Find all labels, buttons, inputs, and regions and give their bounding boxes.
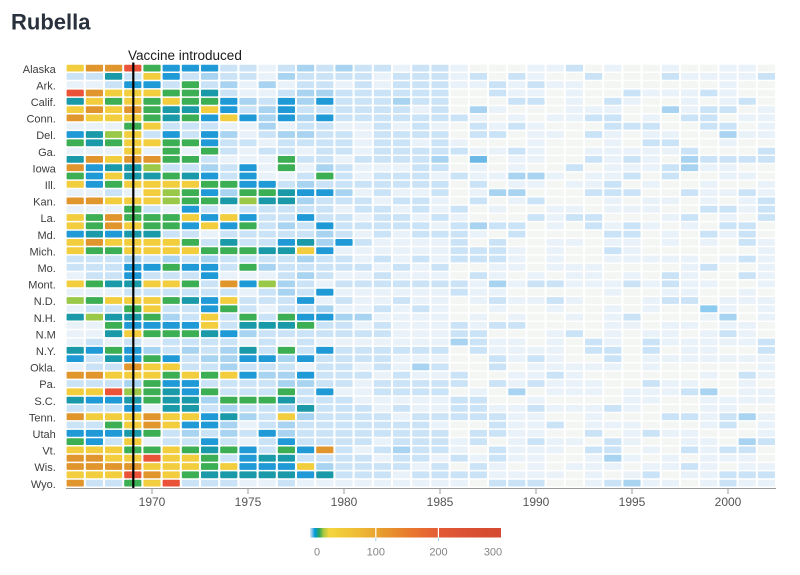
svg-text:Pa.: Pa. [39,379,56,391]
svg-text:N.H.: N.H. [34,313,56,325]
svg-text:Okla.: Okla. [30,363,56,375]
svg-text:N.Y.: N.Y. [36,346,56,358]
svg-text:Vt.: Vt. [42,446,55,458]
svg-text:Mich.: Mich. [30,246,56,258]
svg-text:Wis.: Wis. [34,462,55,474]
svg-text:100: 100 [367,547,385,559]
svg-text:Conn.: Conn. [26,114,55,126]
svg-text:N.M: N.M [36,329,56,341]
svg-text:Rubella: Rubella [11,10,91,35]
svg-text:300: 300 [484,547,502,559]
svg-text:Ill.: Ill. [45,180,56,192]
svg-text:La.: La. [41,213,56,225]
svg-text:Ark.: Ark. [36,80,56,92]
svg-text:1985: 1985 [427,495,454,509]
svg-text:1990: 1990 [523,495,550,509]
svg-text:Ga.: Ga. [38,147,56,159]
svg-text:1980: 1980 [331,495,358,509]
svg-text:Kan.: Kan. [33,197,56,209]
svg-text:1975: 1975 [235,495,262,509]
svg-text:N.D.: N.D. [34,296,56,308]
svg-text:Mo.: Mo. [37,263,55,275]
svg-text:Del.: Del. [36,130,56,142]
svg-text:2000: 2000 [715,495,742,509]
svg-text:S.C.: S.C. [34,396,55,408]
svg-text:1970: 1970 [139,495,166,509]
svg-text:Vaccine introduced: Vaccine introduced [128,48,242,63]
svg-text:Md.: Md. [37,230,55,242]
svg-text:Wyo.: Wyo. [31,479,56,491]
svg-text:1995: 1995 [619,495,646,509]
svg-text:Utah: Utah [33,429,56,441]
svg-text:Mont.: Mont. [28,280,56,292]
svg-text:0: 0 [314,547,320,559]
svg-text:200: 200 [429,547,447,559]
svg-text:Alaska: Alaska [23,64,57,76]
svg-text:Tenn.: Tenn. [29,412,56,424]
svg-text:Calif.: Calif. [31,97,56,109]
svg-text:Iowa: Iowa [33,163,57,175]
